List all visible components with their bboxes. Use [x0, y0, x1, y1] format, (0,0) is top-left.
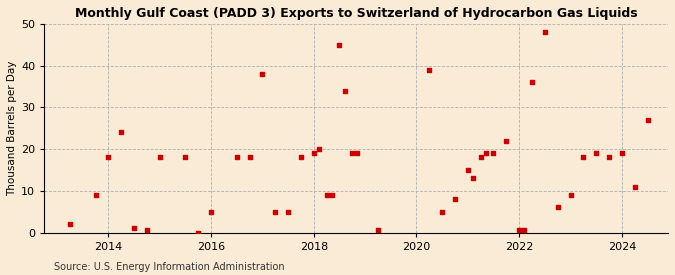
Point — [103, 155, 114, 160]
Point — [642, 118, 653, 122]
Y-axis label: Thousand Barrels per Day: Thousand Barrels per Day — [7, 60, 17, 196]
Point — [352, 151, 363, 155]
Point — [206, 210, 217, 214]
Point — [488, 151, 499, 155]
Point — [450, 197, 460, 201]
Point — [327, 193, 338, 197]
Point — [232, 155, 242, 160]
Point — [629, 185, 640, 189]
Point — [373, 228, 383, 233]
Point — [578, 155, 589, 160]
Point — [519, 228, 530, 233]
Point — [129, 226, 140, 230]
Point — [347, 151, 358, 155]
Point — [616, 151, 627, 155]
Point — [321, 193, 332, 197]
Point — [462, 168, 473, 172]
Text: Source: U.S. Energy Information Administration: Source: U.S. Energy Information Administ… — [54, 262, 285, 272]
Point — [180, 155, 191, 160]
Point — [193, 230, 204, 235]
Point — [424, 68, 435, 72]
Point — [514, 228, 524, 233]
Point — [526, 80, 537, 84]
Point — [155, 155, 165, 160]
Point — [65, 222, 76, 226]
Point — [314, 147, 325, 151]
Point — [116, 130, 127, 134]
Point — [437, 210, 448, 214]
Point — [308, 151, 319, 155]
Point — [142, 228, 153, 233]
Point — [90, 193, 101, 197]
Point — [591, 151, 601, 155]
Point — [334, 43, 345, 47]
Point — [552, 205, 563, 210]
Point — [475, 155, 486, 160]
Point — [257, 72, 268, 76]
Point — [283, 210, 294, 214]
Point — [481, 151, 491, 155]
Point — [565, 193, 576, 197]
Point — [501, 139, 512, 143]
Point — [539, 30, 550, 34]
Point — [270, 210, 281, 214]
Point — [340, 89, 350, 93]
Point — [603, 155, 614, 160]
Point — [296, 155, 306, 160]
Point — [244, 155, 255, 160]
Title: Monthly Gulf Coast (PADD 3) Exports to Switzerland of Hydrocarbon Gas Liquids: Monthly Gulf Coast (PADD 3) Exports to S… — [75, 7, 637, 20]
Point — [468, 176, 479, 180]
